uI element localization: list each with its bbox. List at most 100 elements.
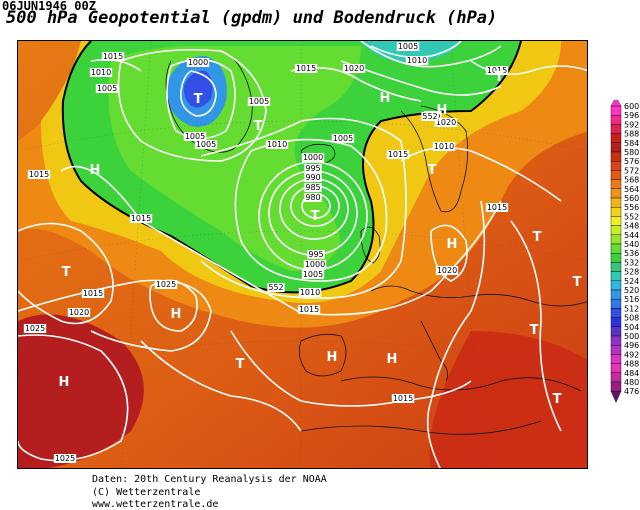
pressure-label: 1015 xyxy=(388,150,408,159)
legend-value: 504 xyxy=(624,323,639,332)
legend-swatch xyxy=(610,298,622,309)
coast-north-africa xyxy=(300,420,542,435)
pressure-label: 1015 xyxy=(299,305,319,314)
pressure-label-bg xyxy=(67,308,91,317)
high-pressure-marker: H xyxy=(387,352,398,367)
high-pressure-marker: H xyxy=(171,307,182,322)
isobar-far-east xyxy=(510,220,562,432)
legend-value: 512 xyxy=(624,304,639,313)
low-pressure-marker: T xyxy=(573,275,582,290)
warm-zone-sw xyxy=(18,314,144,468)
high-pressure-marker: H xyxy=(59,375,70,390)
pressure-label: 1015 xyxy=(487,203,507,212)
coast-british-isles xyxy=(360,226,381,264)
low-pressure-marker: T xyxy=(495,70,504,85)
high-pressure-marker: H xyxy=(447,237,458,252)
pressure-label-bg xyxy=(304,193,322,202)
pressure-label-bg xyxy=(81,289,105,298)
pressure-label-bg xyxy=(95,84,119,93)
pressure-label-bg xyxy=(298,288,322,297)
pressure-label-bg xyxy=(485,203,509,212)
pressure-label-bg xyxy=(301,153,325,162)
legend-value: 540 xyxy=(624,240,639,249)
high-pressure-marker: H xyxy=(327,350,338,365)
legend-value: 500 xyxy=(624,332,639,341)
pressure-label: 1025 xyxy=(25,324,45,333)
pressure-label-bg xyxy=(154,280,178,289)
isobar-1010 xyxy=(200,117,407,299)
legend-value: 584 xyxy=(624,139,639,148)
pressure-label-bg xyxy=(183,132,207,141)
legend-swatch xyxy=(610,105,622,116)
pressure-label-bg xyxy=(396,42,420,51)
pressure-label-bg xyxy=(89,68,113,77)
legend-value: 576 xyxy=(624,157,639,166)
pressure-label-bg xyxy=(23,324,47,333)
pressure-label: 1020 xyxy=(437,266,457,275)
pressure-label: 980 xyxy=(305,193,320,202)
legend-value: 480 xyxy=(624,378,639,387)
pressure-label: 1010 xyxy=(91,68,111,77)
pressure-label-bg xyxy=(405,56,429,65)
pressure-label-bg xyxy=(304,164,322,173)
legend-value: 564 xyxy=(624,185,639,194)
pressure-label: 1005 xyxy=(97,84,117,93)
coast-iberia xyxy=(298,333,347,377)
legend-swatch xyxy=(610,326,622,337)
isobar-1005-north xyxy=(370,41,462,59)
pressure-label: 1015 xyxy=(487,66,507,75)
pressure-label: 995 xyxy=(308,250,323,259)
legend-swatch xyxy=(610,188,622,199)
legend-value: 488 xyxy=(624,360,639,369)
pressure-label-bg xyxy=(27,170,51,179)
legend-swatch xyxy=(610,363,622,374)
coast-europe xyxy=(370,285,587,307)
isobar-1015-se xyxy=(426,200,486,468)
coastlines xyxy=(165,55,587,435)
pressure-label: 1025 xyxy=(156,280,176,289)
field-low-greenland-core xyxy=(183,70,213,108)
pressure-label: 1010 xyxy=(434,142,454,151)
pressure-label: 1000 xyxy=(305,260,325,269)
legend-value: 568 xyxy=(624,176,639,185)
weather-map: 1015 1000 1005 1010 1010 1015 1020 1015 1005 1005… xyxy=(17,40,588,469)
low-pressure-marker: T xyxy=(553,392,562,407)
pressure-label: 985 xyxy=(305,183,320,192)
legend-value: 552 xyxy=(624,212,639,221)
pressure-label: 1020 xyxy=(344,64,364,73)
pressure-label-bg xyxy=(342,64,366,73)
legend-value: 508 xyxy=(624,314,639,323)
pressure-label: 1005 xyxy=(196,140,216,149)
legend-swatch xyxy=(610,308,622,318)
legend-swatch xyxy=(610,133,622,143)
isobar-greenland-3 xyxy=(117,48,267,162)
isobar-greenland-2 xyxy=(166,58,236,140)
legend-value: 516 xyxy=(624,295,639,304)
high-pressure-marker: H xyxy=(380,91,391,106)
pressure-label: 1005 xyxy=(303,270,323,279)
pressure-label: 1015 xyxy=(83,289,103,298)
legend-swatch xyxy=(610,280,622,291)
legend-value: 524 xyxy=(624,277,639,286)
pressure-label-bg xyxy=(297,305,321,314)
graticule-parallel-1 xyxy=(18,120,587,152)
legend-top-arrow xyxy=(610,100,622,107)
legend-value: 528 xyxy=(624,268,639,277)
legend-swatch xyxy=(610,262,622,272)
isobar-south xyxy=(230,330,472,407)
legend-swatch xyxy=(610,124,622,134)
legend-swatch xyxy=(610,142,622,153)
coast-mediterranean xyxy=(340,376,582,392)
legend-swatch xyxy=(610,114,622,125)
legend-value: 492 xyxy=(624,350,639,359)
map-title: 500 hPa Geopotential (gpdm) und Bodendru… xyxy=(6,8,498,28)
graticule xyxy=(18,41,587,468)
graticule-parallel-3 xyxy=(18,340,587,372)
pressure-label: 1020 xyxy=(436,118,456,127)
pressure-label-bg xyxy=(303,260,327,269)
legend-swatch xyxy=(610,243,622,254)
pressure-label: 1005 xyxy=(185,132,205,141)
legend-value: 560 xyxy=(624,194,639,203)
pressure-label-bg xyxy=(386,150,410,159)
